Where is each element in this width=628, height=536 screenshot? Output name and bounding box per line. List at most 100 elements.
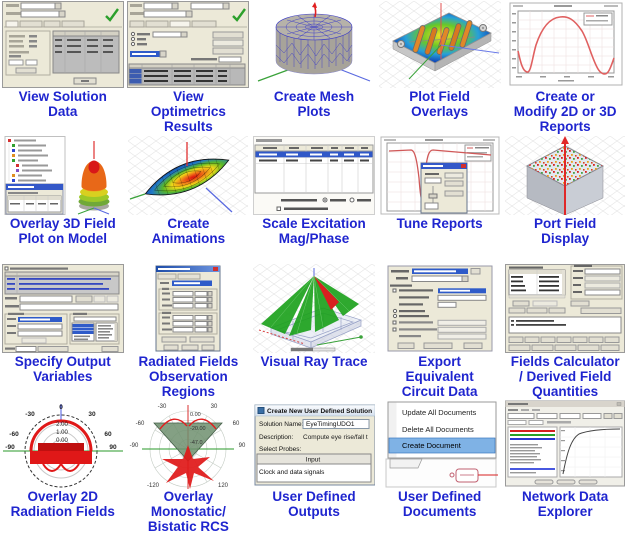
cell-port-field-display[interactable]: Port Field Display — [502, 135, 628, 263]
cell-create-animations[interactable]: Create Animations — [126, 135, 252, 263]
label-overlay-rcs[interactable]: Overlay Monostatic/ Bistatic RCS — [147, 489, 229, 534]
label-view-solution-data[interactable]: View Solution Data — [18, 89, 107, 119]
thumb-scale-excitation — [252, 136, 375, 215]
pareto-input — [218, 56, 242, 63]
dialog-title: Create New User Defined Solution — [267, 408, 372, 415]
label-create-modify-reports[interactable]: Create or Modify 2D or 3D Reports — [513, 89, 617, 134]
animated-lens-plot — [128, 136, 249, 215]
menu-item-update-all[interactable]: Update All Documents — [402, 408, 476, 417]
legend-box — [583, 12, 613, 26]
theta-group — [158, 311, 218, 335]
label-export-equivalent-circuit[interactable]: Export Equivalent Circuit Data — [401, 354, 478, 399]
label-overlay-2d-radiation[interactable]: Overlay 2D Radiation Fields — [10, 489, 115, 519]
cell-view-solution-data[interactable]: View Solution Data — [0, 0, 126, 135]
label-scale-excitation[interactable]: Scale Excitation Mag/Phase — [262, 216, 366, 246]
label-user-defined-outputs[interactable]: User Defined Outputs — [272, 489, 356, 519]
cell-tune-reports[interactable]: Tune Reports — [377, 135, 503, 263]
thumb-view-optimetrics-results — [127, 1, 250, 88]
cylinder-body — [275, 27, 353, 75]
change-variable-values-button — [580, 307, 622, 314]
svg-text:-30: -30 — [25, 411, 35, 418]
top-mesh — [275, 14, 352, 40]
cell-create-mesh-plots[interactable]: Create Mesh Plots — [251, 0, 377, 135]
y-axis-green — [77, 207, 94, 215]
radiation-sphere-dialog-mini — [155, 265, 221, 352]
scale-bar — [290, 347, 336, 352]
toolbar — [507, 409, 623, 425]
cell-user-defined-outputs[interactable]: Create New User Defined Solution Solutio… — [251, 398, 377, 536]
cell-overlay-rcs[interactable]: -30 30 -60 60 -90 90 -120 120 0.00 -20.0… — [126, 398, 252, 536]
probes-table-header: Input — [306, 457, 321, 464]
label-port-field-display[interactable]: Port Field Display — [534, 216, 597, 246]
trace-blue-2 — [510, 468, 556, 470]
label-view-optimetrics-results[interactable]: View Optimetrics Results — [150, 89, 226, 134]
green-check-icon — [232, 8, 247, 22]
menu-item-create-document[interactable]: Create Document — [402, 441, 462, 450]
right-buttons — [212, 31, 244, 55]
label-fields-calculator[interactable]: Fields Calculator / Derived Field Quanti… — [510, 354, 620, 399]
radiation-pattern-3d — [77, 141, 110, 215]
cell-plot-field-overlays[interactable]: Plot Field Overlays — [377, 0, 503, 135]
option-rows — [392, 288, 487, 340]
dialog-buttons — [444, 172, 464, 197]
trace-blue — [510, 438, 556, 440]
thumb-create-animations — [128, 136, 249, 215]
y-axis-green — [316, 335, 363, 346]
y-axis-green — [408, 44, 441, 80]
lens-field — [144, 158, 230, 196]
cell-user-defined-documents[interactable]: Update All Documents Delete All Document… — [377, 398, 503, 536]
cell-overlay-3d-field-plot[interactable]: Overlay 3D Field Plot on Model — [0, 135, 126, 263]
sources-table — [254, 144, 374, 194]
cell-visual-ray-trace[interactable]: Visual Ray Trace — [251, 263, 377, 398]
label-radiated-fields-regions[interactable]: Radiated Fields Observation Regions — [138, 354, 239, 399]
select-probes-label: Select Probes: — [259, 446, 301, 453]
pareto-label — [191, 58, 218, 61]
thumb-create-mesh-plots — [254, 1, 374, 88]
cell-fields-calculator[interactable]: Fields Calculator / Derived Field Quanti… — [502, 263, 628, 399]
cell-specify-output-variables[interactable]: Specify Output Variables — [0, 263, 126, 398]
label-tune-reports[interactable]: Tune Reports — [396, 216, 483, 231]
name-row — [160, 280, 213, 286]
cell-overlay-2d-radiation[interactable]: 0 -30 30 -60 60 -90 90 2.00 1.00 0.00 Ov… — [0, 398, 126, 536]
label-network-data-explorer[interactable]: Network Data Explorer — [522, 489, 609, 519]
label-plot-field-overlays[interactable]: Plot Field Overlays — [409, 89, 470, 119]
tree-items — [7, 139, 52, 182]
thumb-export-equivalent-circuit — [380, 264, 500, 353]
cell-create-modify-reports[interactable]: Create or Modify 2D or 3D Reports — [502, 0, 628, 135]
fields-calculator-dialog-mini — [505, 264, 626, 353]
format-row — [395, 275, 469, 282]
antenna-blocks — [29, 443, 92, 464]
mesh-cylinder — [257, 2, 371, 82]
close-icon — [460, 164, 466, 168]
dialog-title-bar — [156, 266, 221, 272]
calculator-buttons — [508, 336, 620, 351]
tab-strip — [129, 20, 217, 28]
probes-table: Input Clock and data signals — [256, 453, 372, 483]
description-value: Compute eye rise/fall t — [303, 434, 368, 441]
plot-title-bar — [513, 5, 619, 7]
cell-export-equivalent-circuit[interactable]: Export Equivalent Circuit Data — [377, 263, 503, 399]
label-create-animations[interactable]: Create Animations — [151, 216, 226, 246]
label-specify-output-variables[interactable]: Specify Output Variables — [14, 354, 111, 384]
solution-name-value: EyeTimingUDO1 — [306, 421, 355, 428]
label-create-mesh-plots[interactable]: Create Mesh Plots — [273, 89, 355, 119]
axis-ticks — [512, 13, 615, 82]
solution-name-input — [302, 419, 370, 429]
resonator-rods — [412, 20, 473, 55]
label-visual-ray-trace[interactable]: Visual Ray Trace — [260, 354, 368, 369]
svg-text:-90: -90 — [130, 443, 139, 449]
cell-network-data-explorer[interactable]: Network Data Explorer — [502, 398, 628, 536]
probes-table-row: Clock and data signals — [259, 469, 325, 476]
cell-radiated-fields-regions[interactable]: Radiated Fields Observation Regions — [126, 263, 252, 399]
menu-item-delete-all[interactable]: Delete All Documents — [402, 425, 474, 434]
connector-bolts — [396, 24, 487, 48]
label-overlay-3d-field-plot[interactable]: Overlay 3D Field Plot on Model — [9, 216, 116, 246]
label-user-defined-documents[interactable]: User Defined Documents — [397, 489, 482, 519]
cell-view-optimetrics-results[interactable]: View Optimetrics Results — [126, 0, 252, 135]
description-label: Description: — [259, 434, 294, 441]
svg-text:0: 0 — [59, 404, 63, 411]
back-lobes — [41, 463, 80, 472]
rcs-polar-plot: -30 30 -60 60 -90 90 -120 120 0.00 -20.0… — [130, 404, 246, 489]
cell-scale-excitation[interactable]: Scale Excitation Mag/Phase — [251, 135, 377, 263]
excitation-type-options — [276, 197, 371, 211]
